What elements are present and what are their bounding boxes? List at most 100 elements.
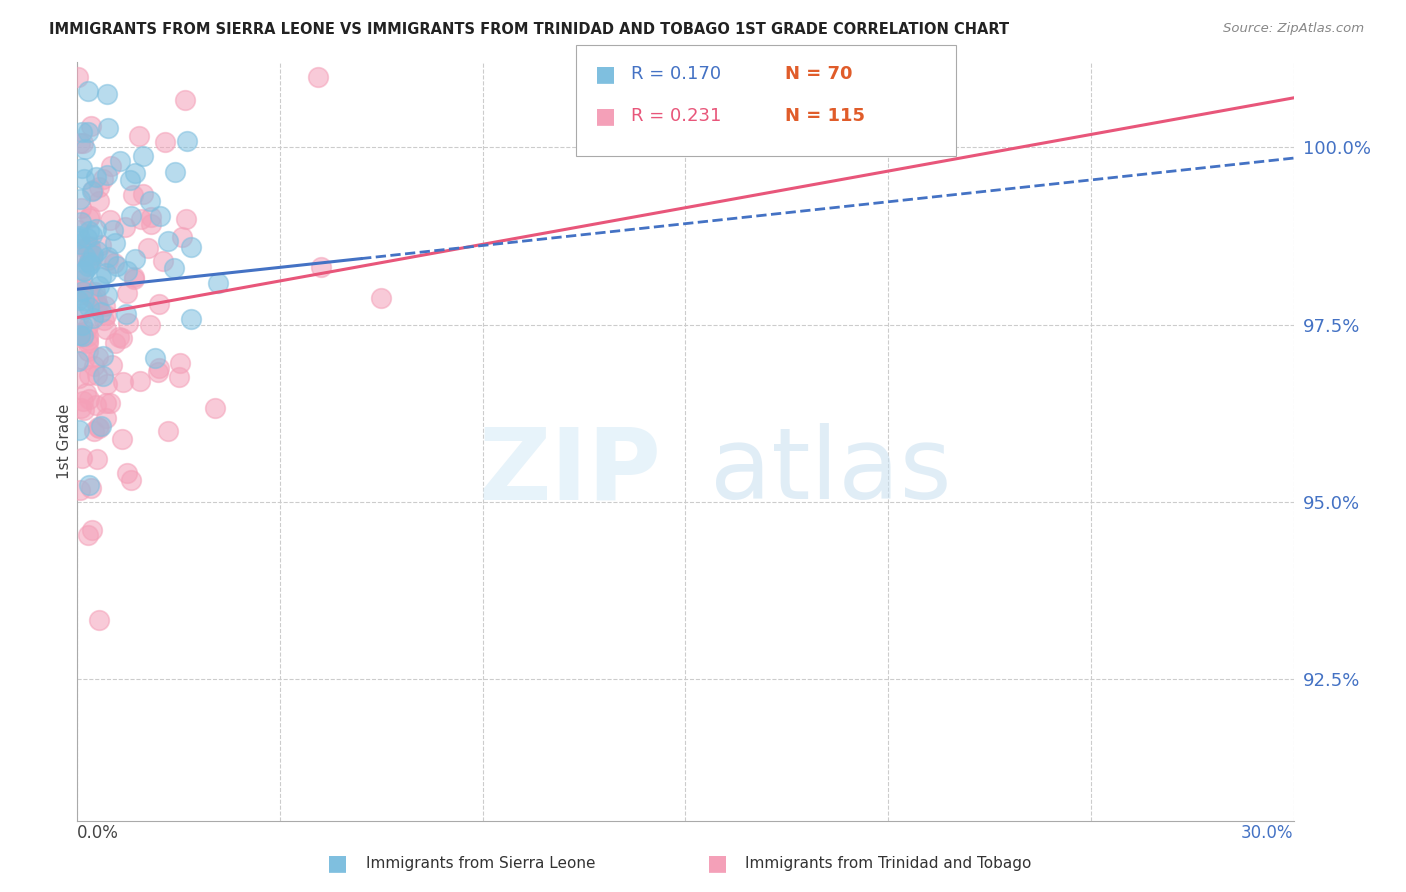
Point: [118, 173, 141, 187]
Text: Source: ZipAtlas.com: Source: ZipAtlas.com: [1223, 22, 1364, 36]
Point: [86, 297, 108, 311]
Point: [72, 272, 94, 286]
Point: [87, 420, 110, 434]
Point: [77, 368, 100, 383]
Point: [84, 285, 107, 300]
Point: [69, 263, 91, 277]
Point: [207, 276, 229, 290]
Y-axis label: 1st Grade: 1st Grade: [56, 404, 72, 479]
Point: [77, 333, 100, 347]
Point: [72, 282, 94, 296]
Point: [132, 187, 155, 202]
Point: [139, 210, 162, 224]
Point: [370, 291, 392, 305]
Point: [112, 375, 135, 389]
Point: [93, 299, 115, 313]
Point: [157, 424, 180, 438]
Point: [124, 252, 146, 266]
Point: [122, 272, 145, 286]
Point: [89, 278, 111, 293]
Point: [70, 450, 93, 465]
Point: [73, 263, 96, 277]
Point: [84, 398, 107, 412]
Point: [152, 254, 174, 268]
Text: Immigrants from Sierra Leone: Immigrants from Sierra Leone: [366, 856, 595, 871]
Point: [97, 250, 120, 264]
Text: R = 0.170: R = 0.170: [631, 65, 721, 83]
Point: [77, 211, 100, 226]
Point: [90, 269, 112, 284]
Point: [101, 223, 124, 237]
Point: [129, 374, 152, 388]
Point: [66, 70, 89, 84]
Point: [67, 229, 90, 244]
Point: [157, 234, 180, 248]
Point: [76, 84, 98, 98]
Point: [91, 349, 114, 363]
Point: [139, 194, 162, 208]
Point: [129, 212, 152, 227]
Point: [111, 432, 134, 446]
Point: [77, 318, 100, 333]
Point: [72, 285, 94, 299]
Point: [170, 230, 193, 244]
Point: [73, 353, 96, 368]
Point: [139, 217, 162, 231]
Point: [87, 351, 110, 365]
Point: [75, 324, 97, 338]
Text: Immigrants from Trinidad and Tobago: Immigrants from Trinidad and Tobago: [745, 856, 1032, 871]
Point: [82, 311, 104, 326]
Point: [69, 328, 91, 343]
Point: [77, 336, 100, 351]
Point: [80, 228, 103, 243]
Point: [76, 240, 98, 254]
Point: [79, 289, 101, 303]
Point: [174, 211, 197, 226]
Point: [94, 396, 117, 410]
Point: [76, 231, 98, 245]
Point: [73, 403, 96, 417]
Point: [204, 401, 226, 415]
Text: 0.0%: 0.0%: [77, 824, 120, 842]
Point: [104, 235, 127, 250]
Point: [69, 192, 91, 206]
Text: ■: ■: [595, 106, 616, 126]
Point: [93, 312, 115, 326]
Text: IMMIGRANTS FROM SIERRA LEONE VS IMMIGRANTS FROM TRINIDAD AND TOBAGO 1ST GRADE CO: IMMIGRANTS FROM SIERRA LEONE VS IMMIGRAN…: [49, 22, 1010, 37]
Point: [80, 251, 103, 265]
Point: [94, 308, 117, 322]
Point: [117, 466, 139, 480]
Text: R = 0.231: R = 0.231: [631, 107, 721, 125]
Point: [309, 260, 332, 274]
Point: [77, 478, 100, 492]
Point: [120, 473, 142, 487]
Point: [117, 316, 139, 330]
Point: [103, 256, 125, 270]
Point: [66, 223, 89, 237]
Point: [79, 240, 101, 254]
Point: [120, 209, 142, 223]
Point: [80, 119, 103, 133]
Point: [122, 270, 145, 285]
Point: [115, 264, 138, 278]
Point: [176, 135, 198, 149]
Point: [79, 209, 101, 223]
Point: [96, 168, 118, 182]
Point: [307, 70, 329, 84]
Point: [80, 523, 103, 537]
Text: ■: ■: [595, 64, 616, 84]
Point: [97, 121, 120, 136]
Point: [96, 266, 118, 280]
Point: [77, 528, 100, 542]
Point: [131, 149, 153, 163]
Point: [72, 136, 94, 150]
Point: [86, 368, 108, 383]
Point: [104, 336, 127, 351]
Point: [149, 209, 172, 223]
Point: [877, 133, 900, 147]
Point: [77, 300, 100, 314]
Point: [67, 231, 90, 245]
Point: [138, 318, 160, 332]
Point: [163, 260, 186, 275]
Point: [75, 385, 97, 400]
